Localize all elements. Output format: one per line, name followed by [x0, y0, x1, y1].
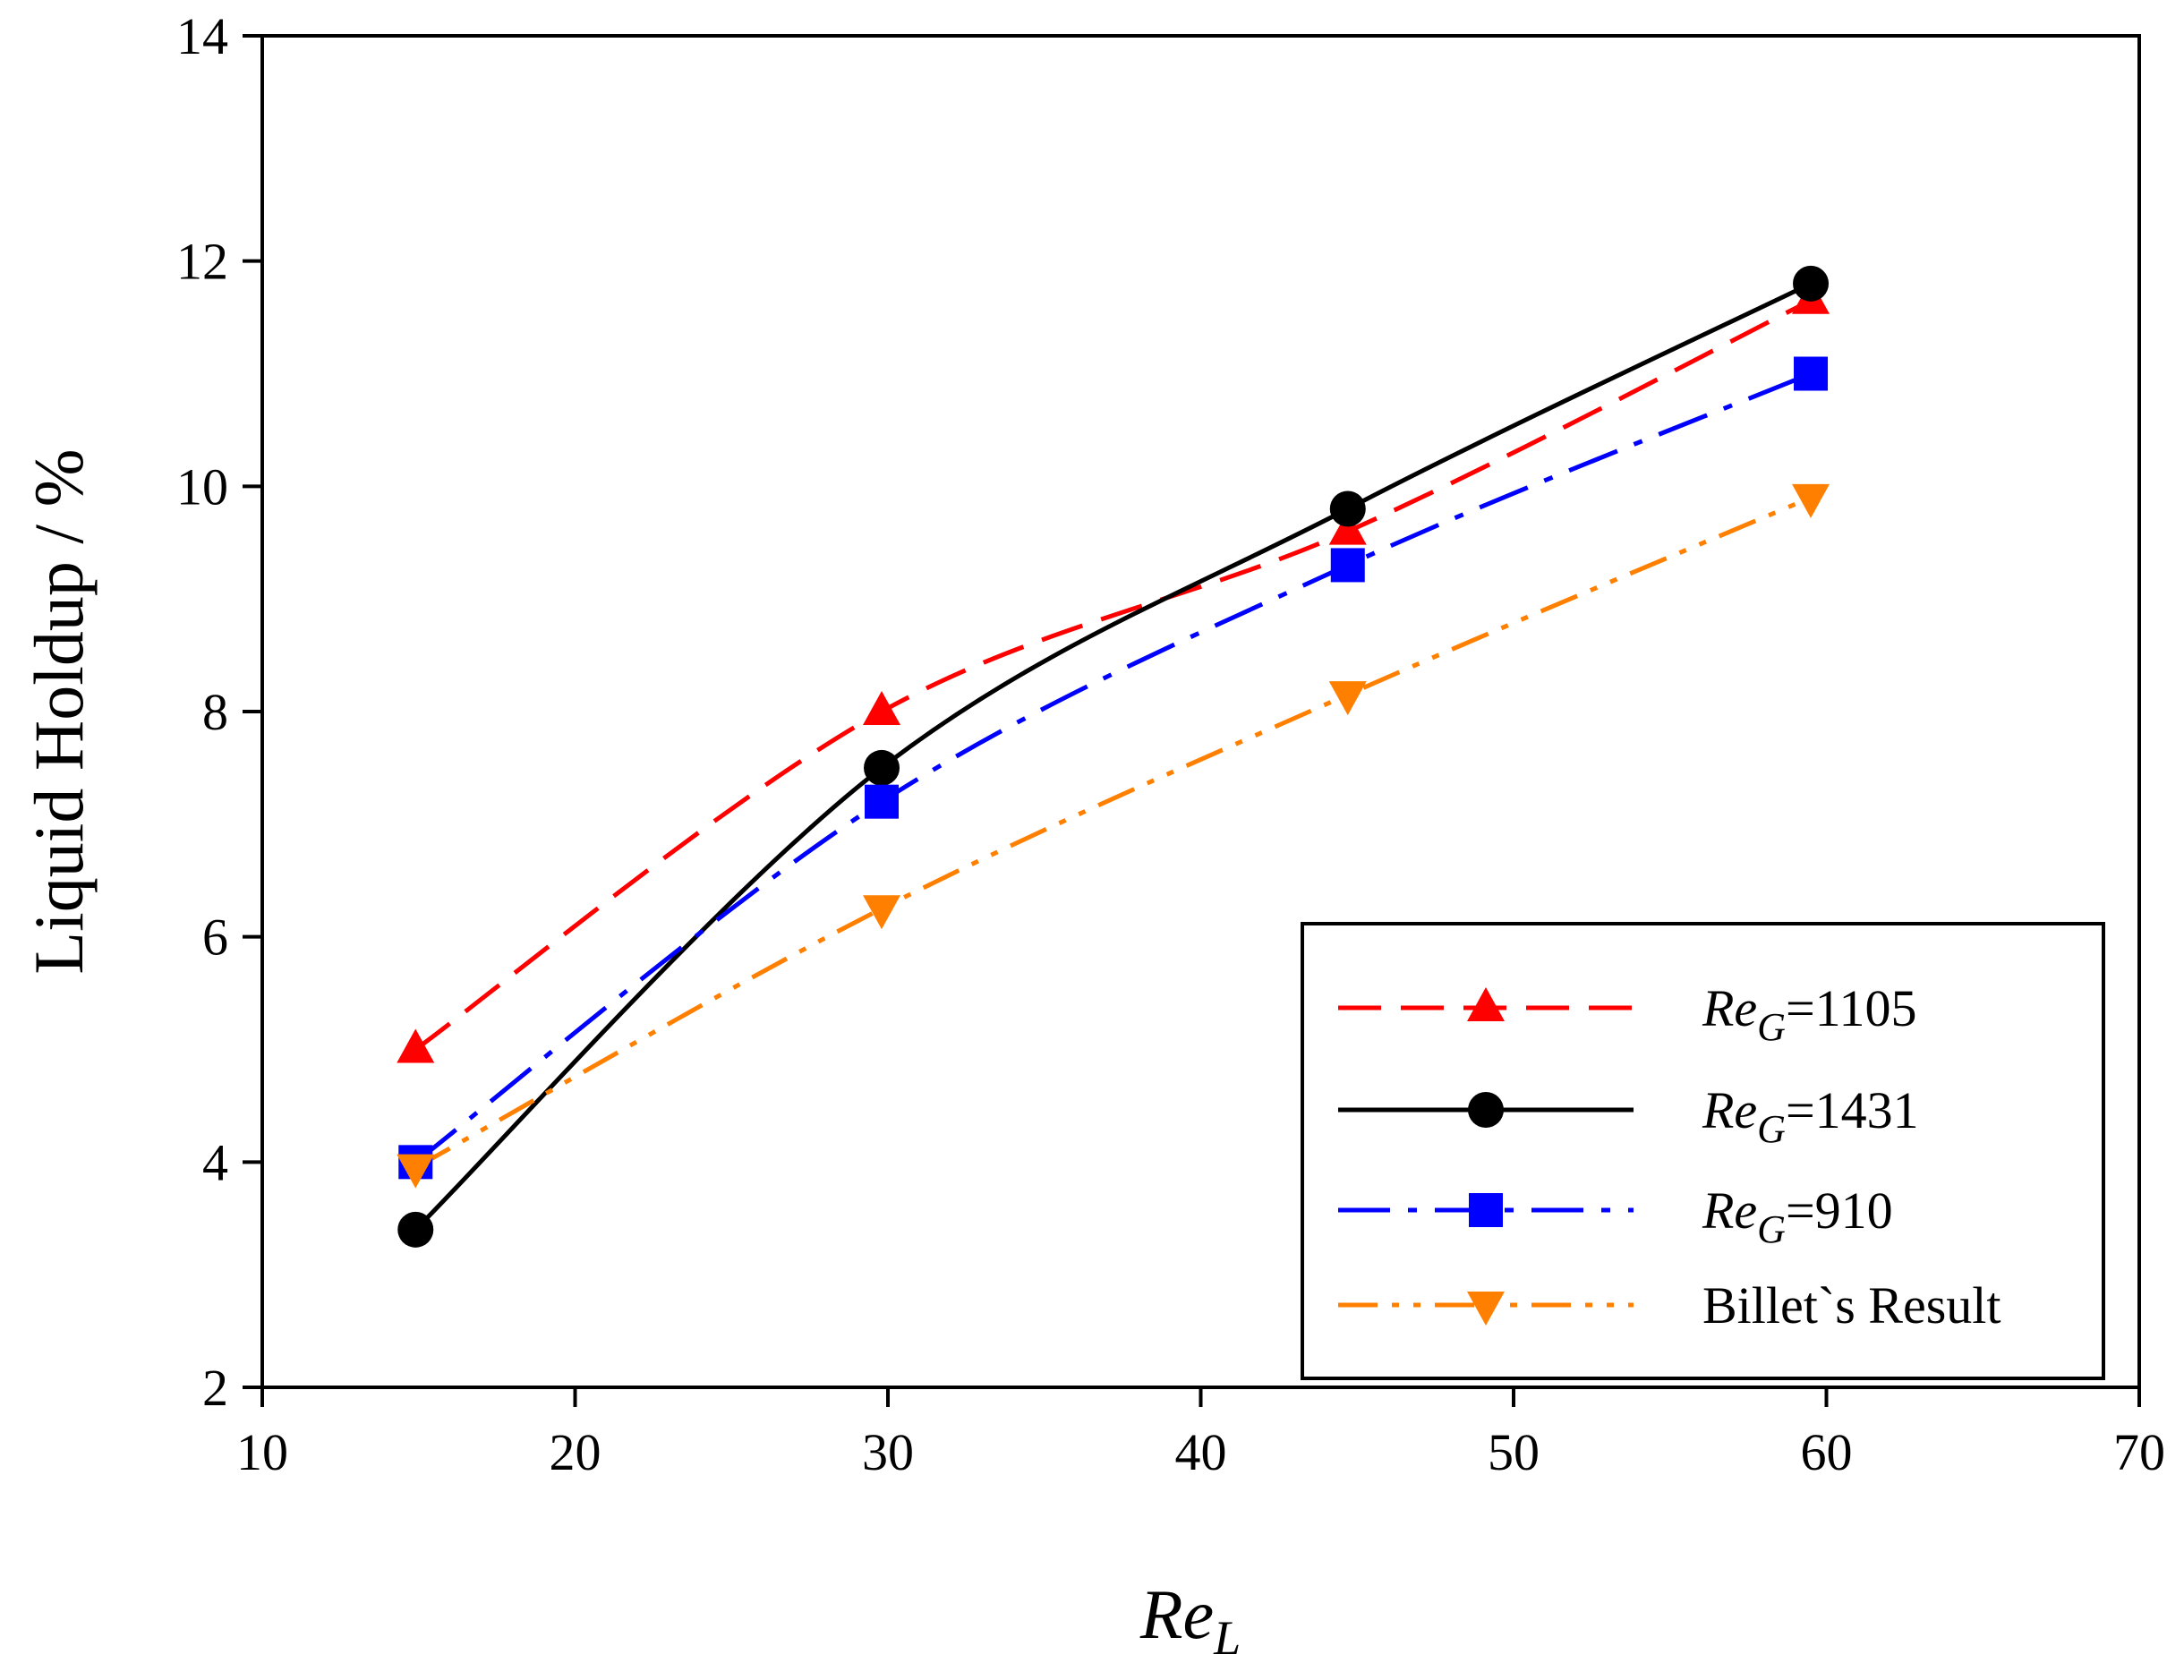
y-axis-title: Liquid Holdup / % [20, 448, 98, 974]
x-axis-title-sub: L [1213, 1611, 1241, 1665]
data-point-billet [1792, 483, 1830, 518]
data-point-reg910 [1330, 548, 1365, 583]
data-point-reg1431 [864, 749, 900, 786]
y-tick-label: 6 [202, 908, 228, 967]
legend: ReG=1105 ReG=1431 ReG=910 Billet`s Result [1301, 922, 2105, 1380]
series-line-reg910 [414, 371, 1812, 1164]
x-tick-label: 60 [1801, 1423, 1853, 1481]
y-axis: 2 4 6 8 10 12 14 [176, 7, 262, 1417]
series-line-reg1431 [414, 281, 1813, 1232]
data-point-reg1105 [863, 691, 901, 725]
data-point-reg910 [1794, 356, 1829, 391]
legend-marker-reg1431 [1468, 1092, 1504, 1128]
y-tick-label: 2 [202, 1359, 228, 1417]
x-tick-label: 30 [862, 1423, 914, 1481]
data-point-reg910 [865, 784, 900, 819]
series-line-reg1105 [414, 298, 1813, 1052]
x-tick-label: 50 [1488, 1423, 1540, 1481]
legend-marker-reg910 [1469, 1193, 1503, 1227]
x-axis-title: ReL [1139, 1575, 1241, 1665]
x-tick-label: 10 [236, 1423, 288, 1481]
y-tick-label: 8 [202, 683, 228, 741]
legend-marker-billet [1467, 1292, 1505, 1326]
data-point-reg1431 [397, 1211, 434, 1248]
legend-label-billet: Billet`s Result [1702, 1276, 2001, 1335]
data-point-reg1431 [1329, 490, 1366, 527]
x-axis: 10 20 30 40 50 60 70 [236, 1387, 2165, 1481]
legend-label-reg1431: ReG=1431 [1702, 1081, 1919, 1151]
series-markers [397, 265, 1830, 1248]
data-point-reg1105 [1328, 510, 1367, 545]
legend-entries: ReG=1105 ReG=1431 ReG=910 Billet`s Result [1338, 979, 2001, 1335]
data-point-billet [863, 895, 901, 930]
data-point-billet [1328, 681, 1367, 716]
y-tick-label: 12 [176, 233, 228, 291]
x-tick-label: 40 [1175, 1423, 1227, 1481]
data-point-billet [397, 1154, 435, 1189]
y-tick-label: 14 [176, 7, 228, 65]
legend-label-reg910: ReG=910 [1702, 1181, 1893, 1251]
legend-label-reg1105: ReG=1105 [1702, 979, 1917, 1049]
y-tick-label: 4 [202, 1133, 228, 1191]
x-tick-label: 70 [2113, 1423, 2165, 1481]
y-tick-label: 10 [176, 457, 228, 516]
x-axis-title-main: Re [1139, 1575, 1214, 1653]
series-lines [414, 281, 1813, 1232]
data-point-reg1431 [1793, 265, 1830, 302]
x-tick-label: 20 [550, 1423, 601, 1481]
data-point-reg1105 [397, 1028, 435, 1063]
series-line-billet [414, 495, 1813, 1170]
legend-box [1301, 922, 2105, 1380]
legend-marker-reg1105 [1467, 987, 1505, 1021]
